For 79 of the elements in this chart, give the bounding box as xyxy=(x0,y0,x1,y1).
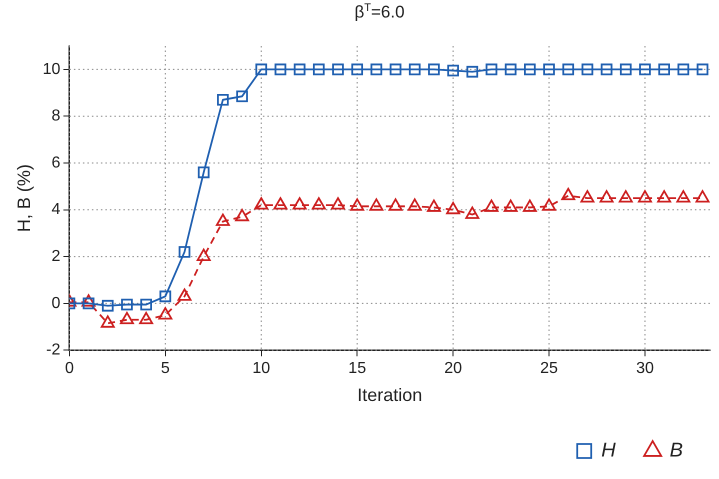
point xyxy=(312,64,325,76)
point xyxy=(543,64,555,76)
point xyxy=(446,202,460,214)
point xyxy=(696,190,710,202)
point xyxy=(369,198,384,211)
x-tick-label: 30 xyxy=(636,360,654,378)
point xyxy=(524,64,536,76)
point xyxy=(465,206,480,219)
y-tick-label: 6 xyxy=(51,154,60,172)
point xyxy=(158,307,172,320)
point xyxy=(618,190,633,202)
x-tick-label: 0 xyxy=(64,360,74,378)
point xyxy=(408,198,422,211)
point xyxy=(350,198,364,211)
x-tick-label: 25 xyxy=(540,360,558,378)
x-tick-label: 10 xyxy=(252,360,270,378)
point xyxy=(388,198,403,211)
point xyxy=(198,166,210,178)
point xyxy=(676,190,690,202)
point xyxy=(600,190,614,202)
y-axis-title: H, B (%) xyxy=(14,164,34,232)
point xyxy=(351,64,364,76)
point xyxy=(522,200,537,212)
point xyxy=(235,208,250,222)
point xyxy=(657,190,672,202)
point xyxy=(658,64,670,76)
point xyxy=(582,64,594,76)
point xyxy=(504,64,517,76)
x-tick-label: 5 xyxy=(160,360,170,378)
y-tick-label: 10 xyxy=(42,60,60,78)
y-tick-label: 4 xyxy=(51,201,60,218)
point xyxy=(370,64,382,76)
point xyxy=(484,200,498,212)
point xyxy=(196,248,211,261)
point xyxy=(216,214,230,226)
point xyxy=(639,64,651,76)
point xyxy=(486,64,498,76)
point xyxy=(542,198,556,211)
y-tick-label: 0 xyxy=(51,294,60,312)
point xyxy=(638,190,652,202)
point xyxy=(408,64,421,76)
x-axis-title: Iteration xyxy=(357,385,422,406)
y-tick-label: 8 xyxy=(51,108,60,125)
point xyxy=(274,64,286,76)
point xyxy=(82,294,96,307)
point xyxy=(331,197,345,210)
x-tick-label: 20 xyxy=(444,360,462,378)
legend-label: H xyxy=(601,440,616,462)
point xyxy=(254,197,268,210)
point xyxy=(236,90,248,102)
point xyxy=(466,66,478,78)
point xyxy=(426,200,441,212)
point xyxy=(620,64,632,76)
point xyxy=(294,64,306,76)
point xyxy=(696,64,708,76)
point xyxy=(580,190,594,202)
point xyxy=(561,188,576,200)
point xyxy=(332,64,344,76)
point xyxy=(312,197,326,210)
point xyxy=(562,64,574,76)
y-tick-label: 2 xyxy=(51,248,60,266)
point xyxy=(139,312,154,324)
legend-label: B xyxy=(670,440,684,462)
point xyxy=(100,315,115,328)
point xyxy=(217,94,229,106)
point xyxy=(504,200,518,212)
point xyxy=(390,64,402,76)
x-tick-label: 15 xyxy=(348,360,366,378)
point xyxy=(677,64,690,76)
point xyxy=(255,64,268,76)
point xyxy=(292,197,307,210)
y-tick-label: -2 xyxy=(46,342,60,359)
point xyxy=(120,312,134,324)
point xyxy=(428,64,440,76)
point xyxy=(600,64,612,76)
point xyxy=(273,197,288,210)
chart-title: β$^{T}$=6.0 xyxy=(353,2,406,23)
point xyxy=(178,288,192,301)
point xyxy=(447,64,459,76)
